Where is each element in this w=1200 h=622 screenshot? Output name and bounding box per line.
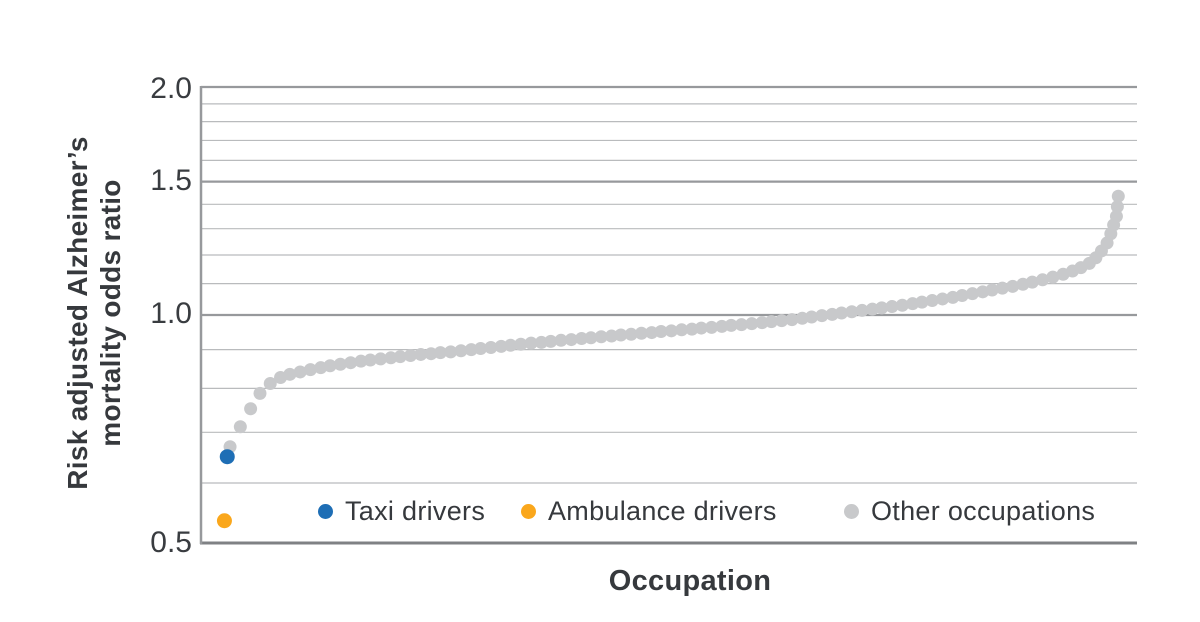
ambulance-drivers-legend-dot-icon xyxy=(521,503,536,519)
legend-label-other-occupations: Other occupations xyxy=(871,495,1096,526)
y-tick-label-2.0: 2.0 xyxy=(150,72,192,105)
legend-label-taxi-drivers: Taxi drivers xyxy=(345,495,486,526)
legend-item-ambulance-drivers: Ambulance drivers xyxy=(521,496,777,526)
legend-item-taxi-drivers: Taxi drivers xyxy=(318,496,485,526)
legend-item-other-occupations: Other occupations xyxy=(844,496,1095,526)
y-axis-title: Risk adjusted Alzheimer’s mortality odds… xyxy=(61,103,127,523)
taxi-drivers-legend-dot-icon xyxy=(318,503,333,519)
y-tick-label-1.0: 1.0 xyxy=(150,297,192,330)
y-axis-title-line1: Risk adjusted Alzheimer’s xyxy=(62,136,93,490)
x-axis-title: Occupation xyxy=(608,565,772,597)
y-tick-label-0.5: 0.5 xyxy=(150,526,192,559)
other-occupations-legend-dot-icon xyxy=(844,503,859,519)
legend-label-ambulance-drivers: Ambulance drivers xyxy=(548,495,777,526)
y-tick-label-1.5: 1.5 xyxy=(150,164,192,197)
